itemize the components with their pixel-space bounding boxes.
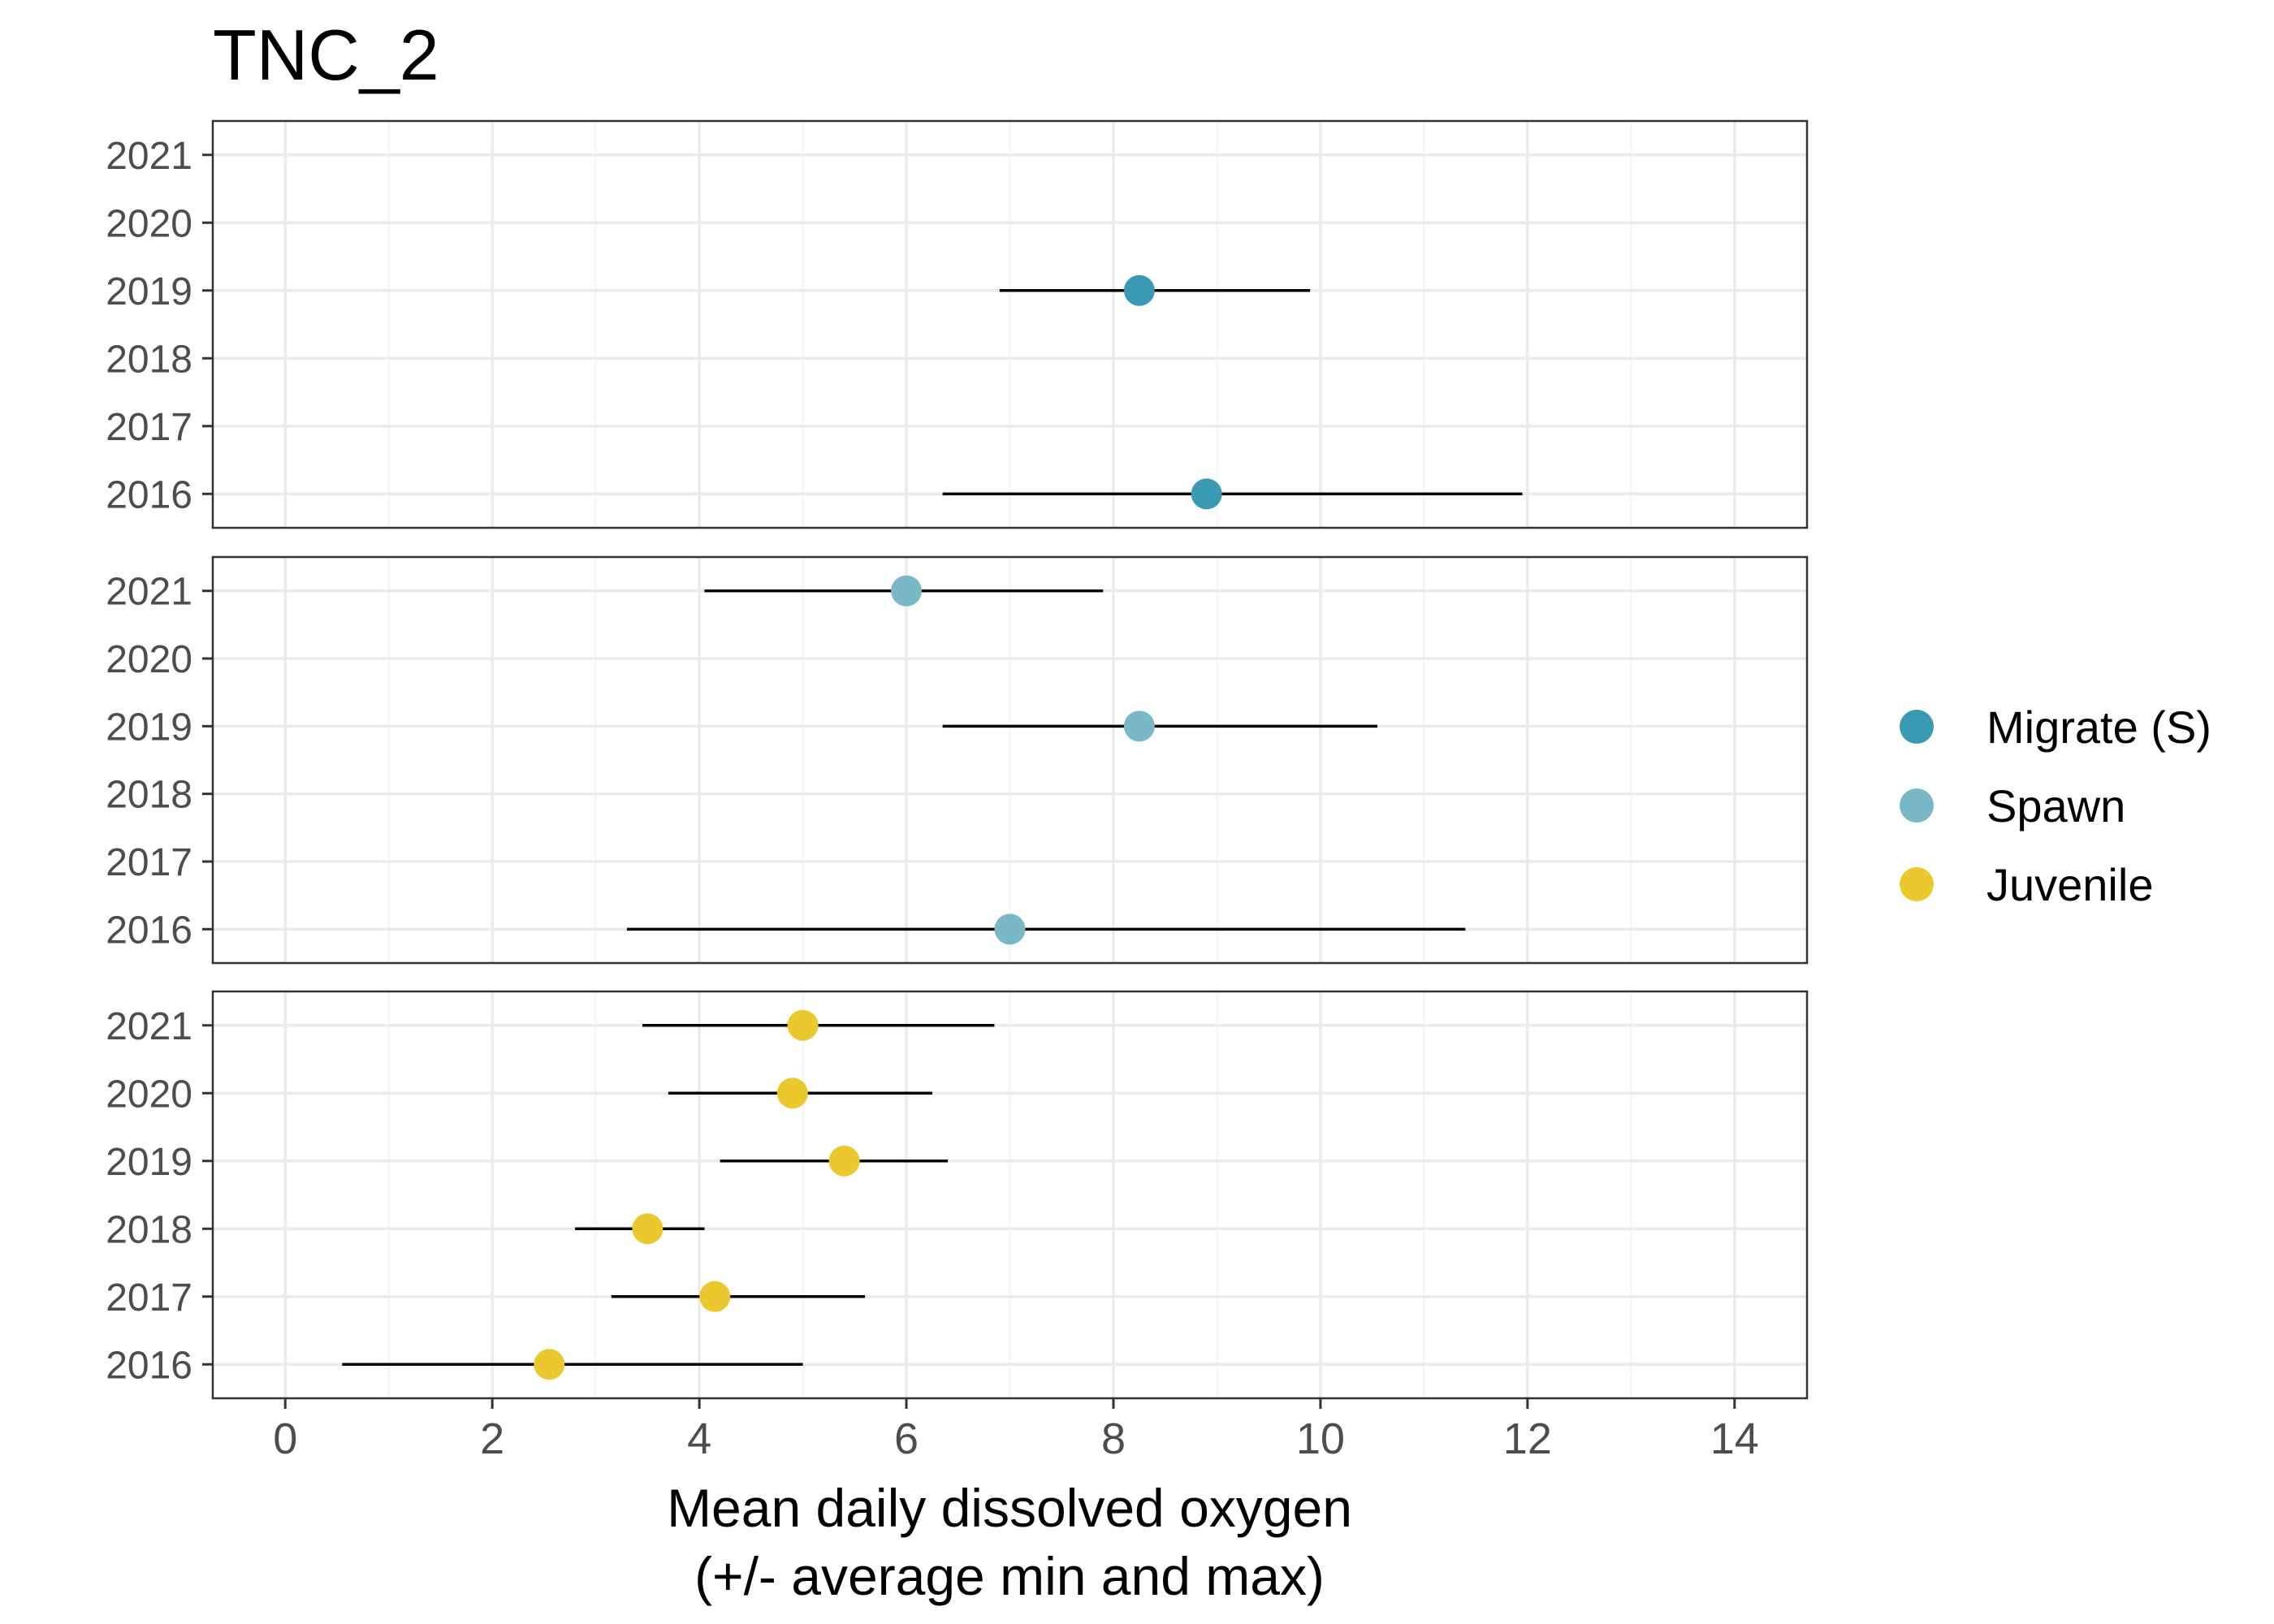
x-axis-title-line-2: (+/- average min and max) [694, 1546, 1325, 1606]
y-tick-label: 2018 [106, 1208, 192, 1251]
panel-juvenile: 2016 2017 2018 2019 2020 2021 [106, 990, 1809, 1400]
panel-border [211, 119, 1809, 529]
data-point [534, 1349, 565, 1380]
legend-key [1900, 788, 1934, 823]
x-tick-label: 2 [480, 1415, 504, 1463]
legend-key [1900, 710, 1934, 744]
legend-key [1900, 867, 1934, 901]
panel-border [211, 990, 1809, 1400]
data-point [1191, 478, 1222, 510]
panel-migrate-s: 2016 2017 2018 2019 2020 2021 [106, 119, 1809, 529]
y-tick-label: 2021 [106, 1005, 192, 1048]
chart-title: TNC_2 [213, 15, 439, 95]
data-point [891, 575, 923, 607]
y-tick-label: 2021 [106, 571, 192, 614]
legend: Migrate (S) Spawn Juvenile [1900, 702, 2211, 910]
legend-item: Spawn [1900, 780, 2125, 831]
data-point [994, 914, 1026, 945]
x-tick-label: 0 [273, 1415, 297, 1463]
data-point [632, 1213, 664, 1245]
y-tick-label: 2020 [106, 1073, 192, 1116]
y-tick-label: 2021 [106, 135, 192, 178]
x-tick-label: 14 [1710, 1415, 1759, 1463]
legend-label: Migrate (S) [1987, 702, 2211, 753]
panel-border [211, 555, 1809, 965]
y-tick-label: 2018 [106, 774, 192, 817]
data-point [828, 1145, 860, 1177]
data-point [776, 1078, 808, 1109]
y-tick-label: 2016 [106, 1344, 192, 1387]
legend-item: Migrate (S) [1900, 702, 2211, 753]
x-axis: 0 2 4 6 8 10 12 14 [273, 1398, 1759, 1463]
y-tick-label: 2020 [106, 638, 192, 681]
x-axis-title-line-1: Mean daily dissolved oxygen [667, 1478, 1352, 1538]
x-tick-label: 4 [687, 1415, 711, 1463]
legend-label: Juvenile [1987, 859, 2153, 910]
x-tick-label: 10 [1296, 1415, 1345, 1463]
legend-item: Juvenile [1900, 859, 2153, 910]
y-tick-label: 2019 [106, 706, 192, 749]
y-tick-label: 2020 [106, 202, 192, 245]
data-point [1123, 710, 1155, 742]
x-tick-label: 12 [1503, 1415, 1552, 1463]
x-tick-label: 6 [894, 1415, 919, 1463]
y-tick-label: 2018 [106, 338, 192, 381]
x-tick-label: 8 [1101, 1415, 1126, 1463]
y-tick-label: 2016 [106, 909, 192, 952]
y-tick-label: 2016 [106, 473, 192, 516]
data-point [1123, 274, 1155, 306]
y-tick-label: 2019 [106, 270, 192, 313]
facet-panels: 2016 2017 2018 2019 2020 2021 2016 2017 2018 2019… [106, 119, 1809, 1400]
y-tick-label: 2019 [106, 1141, 192, 1184]
data-point [699, 1281, 731, 1312]
data-point [787, 1009, 819, 1041]
y-tick-label: 2017 [106, 406, 192, 449]
panel-spawn: 2016 2017 2018 2019 2020 2021 [106, 555, 1809, 965]
y-tick-label: 2017 [106, 841, 192, 884]
legend-label: Spawn [1987, 780, 2125, 831]
y-tick-label: 2017 [106, 1276, 192, 1320]
